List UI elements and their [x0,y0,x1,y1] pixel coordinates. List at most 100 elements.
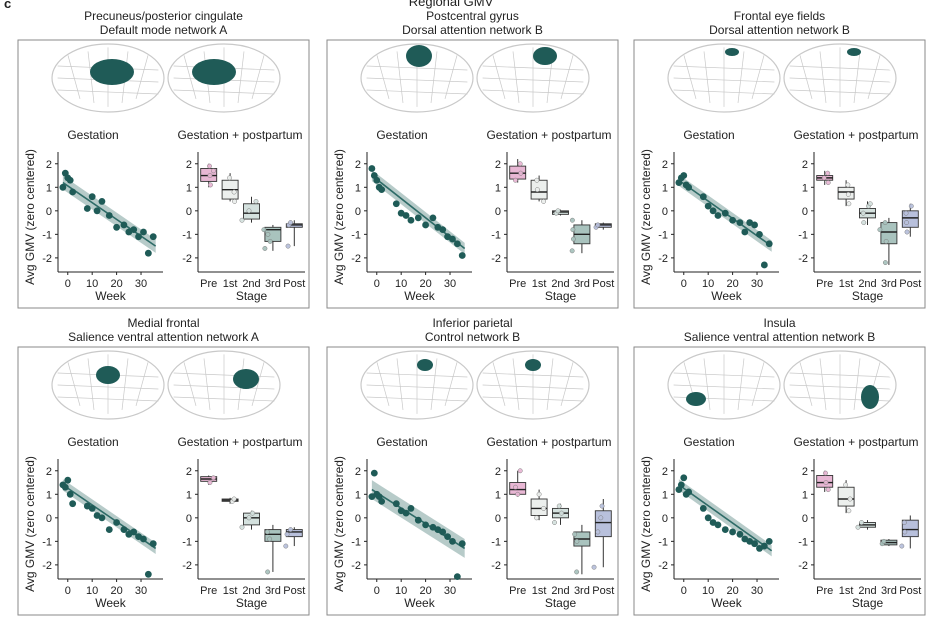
scatter-point [98,514,106,522]
subplot-title-gestation: Gestation [67,435,118,449]
brain-images [667,43,897,113]
y-tick-label: -2 [182,253,192,265]
scatter-point [765,537,773,545]
y-tick-label: 0 [495,513,501,525]
brain-highlight-region [90,59,134,85]
subplot-title-gestation: Gestation [683,128,734,142]
scatter-point [130,226,138,234]
subplot-title-gestation: Gestation [683,435,734,449]
x-axis-label-stage: Stage [545,596,577,610]
x-tick-label: 30 [751,585,763,597]
brain-parcel-line [173,384,275,390]
box-point [232,198,238,204]
box-point [541,505,547,511]
box-point [821,175,827,181]
subplot-title-postpartum: Gestation + postpartum [793,435,918,449]
box-point [250,510,255,516]
brain-parcel-line [482,65,584,71]
y-tick-label: -2 [658,560,668,572]
box-point [825,180,831,186]
box-point [901,520,907,525]
panel-network-label: Default mode network A [100,23,227,37]
scatter-point [130,528,138,536]
box-point [267,238,273,244]
box-iqr [243,203,260,220]
scatter-point [64,476,72,484]
panel-frame [17,39,310,309]
y-tick-label: 2 [495,159,501,171]
box-point [570,236,576,242]
box-point [569,217,575,223]
y-tick-label: -2 [182,560,192,572]
stage-tick-label: Pre [816,278,833,290]
scatter-point [449,537,456,545]
scatter-point [709,207,717,215]
scatter-point [729,528,737,536]
brain-parcel-line [183,362,197,406]
box-point [517,161,523,167]
box-point [239,217,245,223]
scatter-point [144,249,152,257]
stage-tick-label: 1st [532,585,547,597]
subplot-title-postpartum: Gestation + postpartum [177,128,302,142]
panel-frame [633,346,926,616]
brain-highlight-region [686,392,706,406]
box-point [902,529,908,535]
box-point [598,515,604,521]
box-iqr [880,222,898,245]
box-iqr [264,226,282,242]
y-tick-label: 2 [355,159,361,171]
brain-highlight-region [533,47,557,65]
box-point [569,248,575,254]
brain-parcel-line [560,55,574,99]
stage-tick-label: Pre [816,585,833,597]
scatter-point [378,186,386,194]
box-iqr [837,486,855,507]
box-point [239,524,245,530]
box-point [899,543,905,549]
brain-parcel-line [673,372,775,378]
brain-parcel-line [492,55,506,99]
x-tick-label: 30 [444,278,456,290]
box-point [859,520,864,525]
brain-parcel-line [135,55,149,99]
brain-parcel-line [57,89,159,95]
y-tick-label: -2 [42,560,52,572]
scatter-point [756,230,763,238]
box-point [574,538,580,544]
brain-parcel-line [789,89,891,95]
scatter-point [453,240,461,248]
stage-tick-label: Post [283,585,305,597]
scatter-point [392,200,400,208]
y-tick-label: -1 [42,229,52,241]
scatter-point [729,216,737,224]
brain-parcel-line [87,358,95,410]
scatter-point [61,483,69,491]
brain-parcel-line [482,372,584,378]
box-point [904,229,910,235]
box-point [246,208,252,214]
scatter-point [105,212,113,219]
y-axis-label: Avg GMV (zero centered) [639,149,653,285]
scatter-point [140,228,147,236]
y-tick-label: -2 [658,253,668,265]
box-point [284,531,290,537]
scatter-point [444,533,451,541]
box-point [908,203,914,209]
scatter-point [429,214,437,222]
brain-parcel-line [512,51,520,103]
y-tick-label: 0 [495,206,501,218]
scatter-point [458,540,466,548]
box-point [591,564,597,570]
box-point [211,475,216,481]
y-tick-label: 2 [355,466,361,478]
brain-parcel-line [789,77,891,83]
y-tick-label: -2 [491,560,501,572]
brain-parcel-line [789,65,891,71]
